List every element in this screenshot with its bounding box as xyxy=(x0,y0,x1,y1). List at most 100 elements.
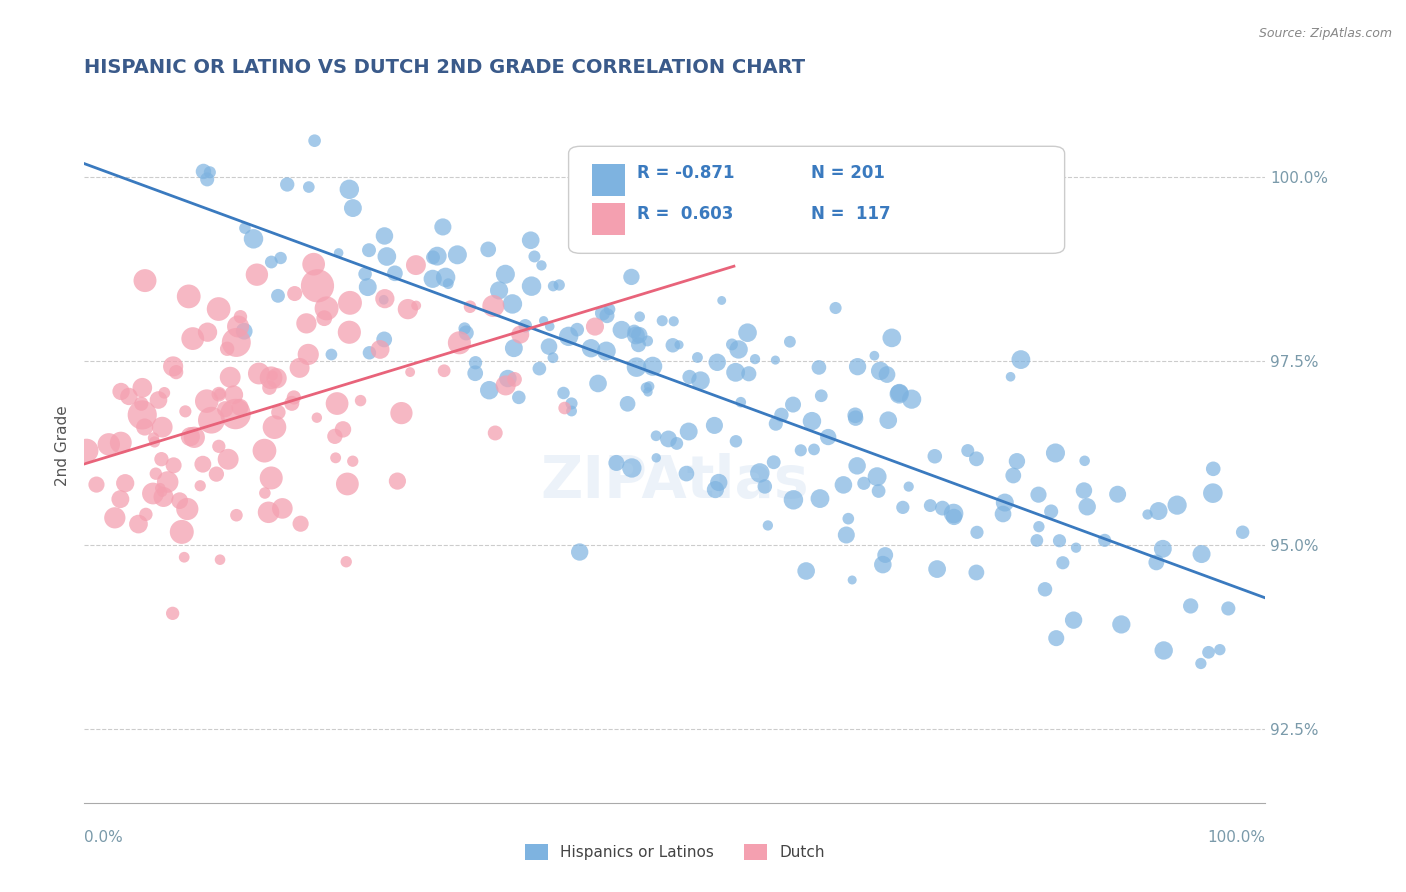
Point xyxy=(790,443,813,458)
Point xyxy=(1136,508,1159,522)
Point xyxy=(110,384,132,399)
Point xyxy=(229,401,252,415)
Text: N =  117: N = 117 xyxy=(811,205,890,223)
Point xyxy=(325,450,347,465)
Point xyxy=(233,221,256,235)
Point xyxy=(1153,643,1175,657)
Point xyxy=(384,266,406,280)
Point xyxy=(519,233,541,247)
Point xyxy=(706,355,728,369)
Point xyxy=(191,457,214,471)
Point xyxy=(1218,601,1240,615)
Point xyxy=(586,171,609,186)
Point xyxy=(176,502,198,516)
Point xyxy=(219,370,242,384)
Point xyxy=(616,397,638,411)
Point xyxy=(501,297,523,311)
Point xyxy=(845,411,868,425)
Point xyxy=(592,306,614,320)
Point xyxy=(446,248,468,262)
Point xyxy=(1094,533,1116,548)
Point xyxy=(262,368,284,383)
Point xyxy=(665,436,688,450)
FancyBboxPatch shape xyxy=(568,146,1064,253)
Point xyxy=(214,402,236,417)
Point xyxy=(678,370,700,384)
Point xyxy=(596,309,619,323)
Point xyxy=(794,564,817,578)
Point xyxy=(1166,498,1188,512)
Point xyxy=(373,229,395,244)
Point xyxy=(689,374,711,388)
Point xyxy=(568,545,591,559)
Point xyxy=(730,395,752,409)
Point xyxy=(553,386,575,401)
Point xyxy=(464,366,486,380)
Point xyxy=(281,396,304,410)
Point xyxy=(900,392,922,406)
Point xyxy=(765,417,787,431)
Point xyxy=(217,452,239,467)
Point xyxy=(897,480,920,494)
Point xyxy=(554,401,576,415)
Point xyxy=(880,331,903,345)
Point xyxy=(458,300,481,314)
Point xyxy=(756,518,779,533)
Point xyxy=(872,558,894,572)
Point xyxy=(727,343,749,357)
Point xyxy=(422,251,444,265)
Point xyxy=(675,467,697,481)
Point xyxy=(595,344,617,359)
Point xyxy=(222,388,245,402)
Point xyxy=(1002,468,1025,483)
Point xyxy=(852,476,875,491)
Text: Source: ZipAtlas.com: Source: ZipAtlas.com xyxy=(1258,27,1392,40)
Point xyxy=(110,492,132,507)
Text: R = -0.871: R = -0.871 xyxy=(637,164,734,182)
Point xyxy=(179,429,201,443)
Point xyxy=(337,182,360,196)
Point xyxy=(869,364,891,378)
Point xyxy=(863,349,886,363)
Point xyxy=(782,492,804,507)
Point xyxy=(626,360,648,375)
Point xyxy=(782,398,804,412)
Point xyxy=(226,319,249,334)
Point xyxy=(1028,519,1050,533)
Point xyxy=(208,439,231,453)
Point xyxy=(637,334,659,348)
Text: ZIPAtlas: ZIPAtlas xyxy=(540,453,810,510)
Point xyxy=(349,393,371,408)
Point xyxy=(422,272,444,286)
Point xyxy=(561,404,583,418)
Point xyxy=(763,353,786,368)
Point xyxy=(537,340,560,354)
Text: 100.0%: 100.0% xyxy=(1208,830,1265,845)
Point xyxy=(225,508,247,523)
Point xyxy=(173,550,195,565)
Point xyxy=(271,501,294,516)
Point xyxy=(586,376,609,391)
Point xyxy=(149,481,172,495)
Point xyxy=(846,359,869,374)
Point xyxy=(707,475,730,490)
Point xyxy=(134,274,156,288)
Point xyxy=(1202,462,1225,476)
Point xyxy=(645,429,668,443)
Point xyxy=(738,367,761,381)
Point xyxy=(205,467,228,482)
Point xyxy=(188,479,211,493)
Point xyxy=(509,327,531,342)
Point xyxy=(432,219,454,234)
Point xyxy=(478,383,501,397)
Point xyxy=(131,381,153,395)
Point xyxy=(1073,483,1095,498)
Point xyxy=(515,318,537,333)
Point xyxy=(375,250,398,264)
Point xyxy=(817,430,839,444)
Point xyxy=(135,508,157,522)
Point xyxy=(651,314,673,328)
Point xyxy=(636,381,658,395)
Point xyxy=(208,387,231,401)
Point xyxy=(943,510,966,524)
